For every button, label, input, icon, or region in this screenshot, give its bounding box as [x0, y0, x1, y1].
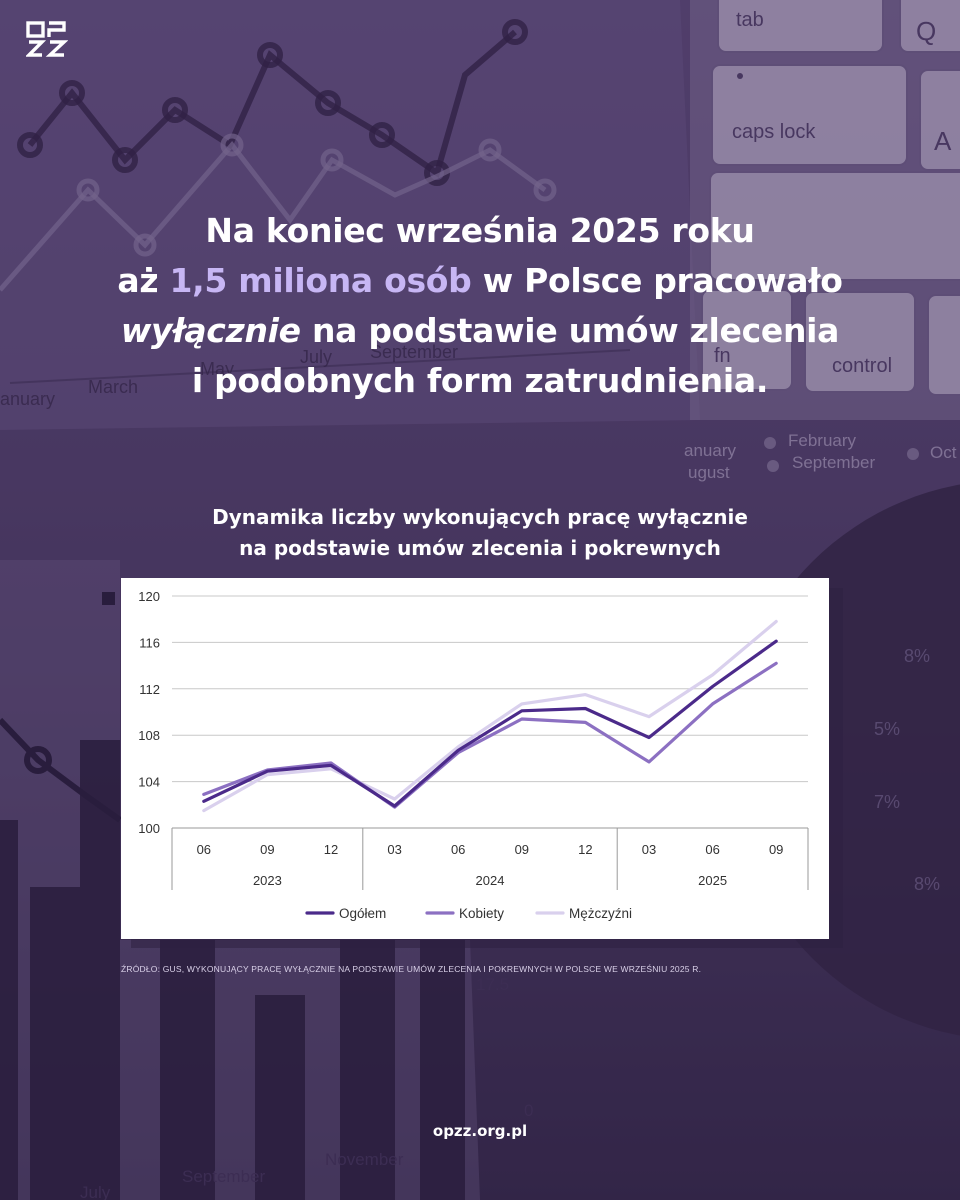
headline-line-1: Na koniec września 2025 roku [205, 211, 755, 250]
bg-legend-label: Oct [930, 443, 957, 462]
chart-title-line-2: na podstawie umów zlecenia i pokrewnych [239, 536, 721, 560]
bg-month-label: September [182, 1167, 265, 1186]
chart-card: 100 104 108 112 116 120 2023 2024 2025 06 09 12 03 06… [121, 578, 829, 939]
chart-title-line-1: Dynamika liczby wykonujących pracę wyłąc… [212, 505, 748, 529]
legend-label: Mężczyźni [569, 906, 632, 921]
x-tick-label: 09 [515, 842, 529, 857]
bg-pie-label: 8% [914, 874, 940, 894]
bg-key-label: A [934, 126, 952, 156]
headline-line-3-rest: na podstawie umów zlecenia [311, 311, 840, 350]
series-line [202, 661, 778, 809]
headline-line-4: i podobnych form zatrudnienia. [191, 361, 769, 400]
bg-month-label: July [300, 347, 332, 367]
bg-month-label: November [325, 1150, 404, 1169]
bg-key-label: fn [714, 345, 731, 367]
bg-legend-label: February [788, 431, 857, 450]
bg-pie-label: 8% [904, 646, 930, 666]
headline-line-2: aż 1,5 miliona osób w Polsce pracowało [60, 256, 900, 306]
bg-bar-label: 17.5 [476, 975, 509, 994]
bg-bar-label: 0 [524, 1101, 533, 1120]
bg-key-label: tab [736, 9, 764, 31]
bg-key-label: caps lock [732, 121, 816, 143]
bg-month-label: May [200, 359, 234, 379]
bg-month-label: July [80, 1183, 111, 1200]
x-tick-label: 12 [578, 842, 592, 857]
chart-title: Dynamika liczby wykonujących pracę wyłąc… [80, 502, 880, 564]
bg-month-label: anuary [0, 389, 55, 409]
headline: Na koniec września 2025 roku aż 1,5 mili… [60, 206, 900, 406]
headline-prefix: aż [117, 261, 159, 300]
source-note: ŹRÓDŁO: GUS, WYKONUJĄCY PRACĘ WYŁĄCZNIE … [121, 964, 702, 974]
x-tick-label: 12 [324, 842, 338, 857]
y-tick-label: 120 [138, 589, 160, 604]
x-year-label: 2024 [476, 873, 505, 888]
opzz-logo [26, 21, 68, 57]
line-chart: 100 104 108 112 116 120 2023 2024 2025 06 09 12 03 06… [138, 589, 809, 921]
x-tick-label: 03 [642, 842, 656, 857]
bg-legend-label: September [792, 453, 875, 472]
x-tick-label: 09 [769, 842, 783, 857]
bg-pie-label: 7% [874, 792, 900, 812]
bg-legend-label: ugust [688, 463, 730, 482]
headline-line-3: wyłącznie na podstawie umów zlecenia [60, 306, 900, 356]
bg-key-label: Q [916, 16, 936, 46]
x-tick-label: 09 [260, 842, 274, 857]
bg-key-label: control [832, 355, 892, 377]
series-line [202, 639, 778, 808]
legend-label: Ogółem [339, 906, 386, 921]
y-tick-label: 100 [138, 821, 160, 836]
bg-month-label: September [370, 342, 458, 362]
y-tick-label: 104 [138, 775, 160, 790]
legend-label: Kobiety [459, 906, 504, 921]
x-tick-label: 06 [705, 842, 719, 857]
series-line [202, 619, 778, 813]
y-tick-label: 112 [139, 682, 160, 697]
x-year-label: 2025 [698, 873, 727, 888]
bg-month-label: March [88, 377, 138, 397]
website-link[interactable]: opzz.org.pl [432, 1122, 528, 1140]
x-tick-label: 03 [387, 842, 401, 857]
bg-legend-label: anuary [684, 441, 736, 460]
headline-line-2-rest: w Polsce pracowało [482, 261, 843, 300]
headline-emphasis: wyłącznie [120, 311, 301, 350]
x-tick-label: 06 [451, 842, 465, 857]
x-tick-label: 06 [197, 842, 211, 857]
x-year-label: 2023 [253, 873, 282, 888]
y-tick-label: 116 [139, 635, 160, 650]
bg-pie-label: 5% [874, 719, 900, 739]
headline-highlight: 1,5 miliona osób [169, 261, 472, 300]
y-tick-label: 108 [138, 728, 160, 743]
